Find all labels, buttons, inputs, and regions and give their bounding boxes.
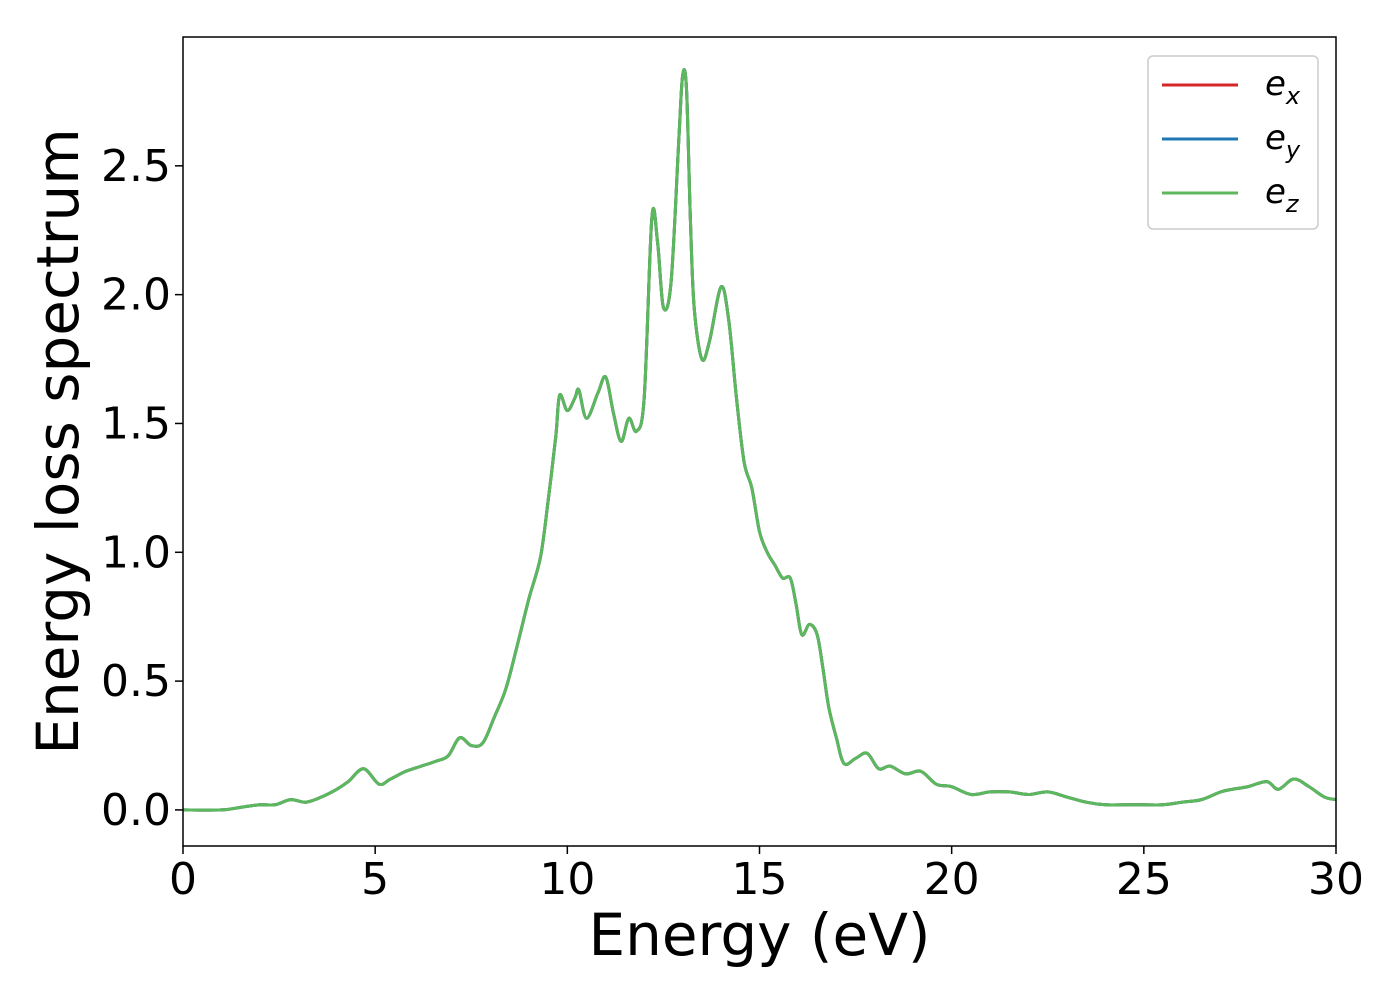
y-tick-label: 0.0 [101,785,171,836]
legend-label-subscript: x [1285,82,1301,110]
x-tick-label: 15 [732,854,788,905]
y-tick-label: 2.5 [101,141,171,192]
y-tick-label: 1.5 [101,398,171,449]
x-tick-label: 30 [1308,854,1364,905]
series-line-z [182,68,1337,812]
y-tick-label: 1.0 [101,527,171,578]
y-axis-ticks: 0.0 0.5 1.0 1.5 2.0 2.5 [101,141,183,836]
legend-label-y: ey [1265,118,1301,164]
legend-label-x: ex [1265,64,1301,110]
y-tick-label: 2.0 [101,270,171,321]
legend-label-base: e [1265,118,1286,158]
x-axis-ticks: 0 5 10 15 20 25 30 [169,846,1364,905]
legend-label-base: e [1265,64,1286,104]
legend-label-subscript: z [1285,190,1300,218]
series-layer [182,68,1337,812]
legend-box [1147,55,1319,230]
legend-label-subscript: y [1285,136,1301,164]
legend-label-base: e [1265,172,1286,212]
x-tick-label: 10 [539,854,595,905]
x-axis-title: Energy (eV) [588,901,930,969]
y-tick-label: 0.5 [101,656,171,707]
x-tick-label: 20 [924,854,980,905]
y-axis-title: Energy loss spectrum [24,128,92,754]
x-tick-label: 5 [361,854,389,905]
legend-label-z: ez [1265,172,1300,218]
x-tick-label: 25 [1116,854,1172,905]
x-tick-label: 0 [169,854,197,905]
